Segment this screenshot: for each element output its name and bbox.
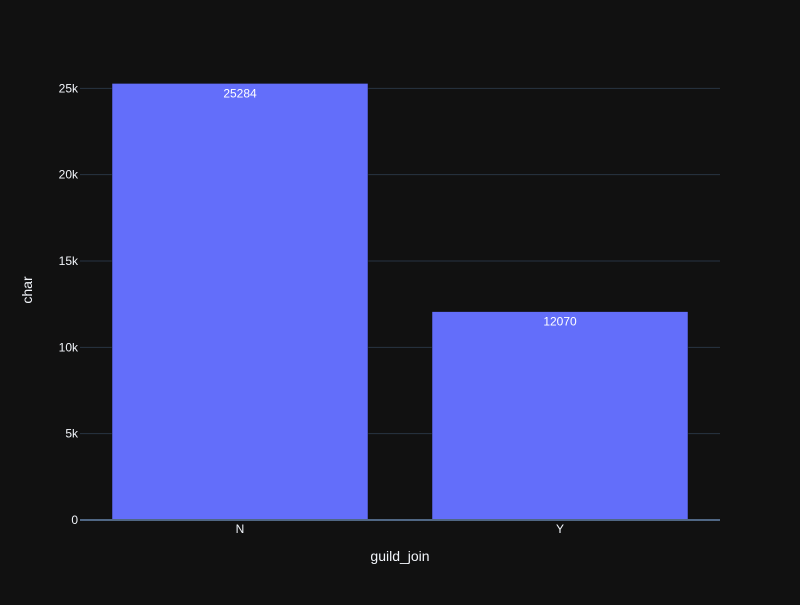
bar-value-label: 25284 — [223, 86, 257, 100]
bar-value-labels: 25284 12070 — [223, 86, 577, 328]
y-axis-title: char — [19, 276, 35, 304]
bars — [111, 83, 689, 521]
y-tick-label: 0 — [71, 513, 78, 527]
x-tick-label: N — [236, 522, 245, 536]
y-tick-labels: 0 5k 10k 15k 20k 25k — [59, 81, 79, 527]
y-tick-label: 25k — [59, 81, 79, 95]
bar — [111, 83, 369, 521]
y-tick-label: 10k — [59, 340, 79, 354]
bar — [431, 311, 689, 521]
y-tick-label: 15k — [59, 254, 79, 268]
y-tick-label: 5k — [65, 427, 79, 441]
x-axis-title: guild_join — [370, 548, 429, 564]
y-tick-label: 20k — [59, 168, 79, 182]
x-tick-label: Y — [556, 522, 564, 536]
bar-value-label: 12070 — [543, 315, 577, 329]
